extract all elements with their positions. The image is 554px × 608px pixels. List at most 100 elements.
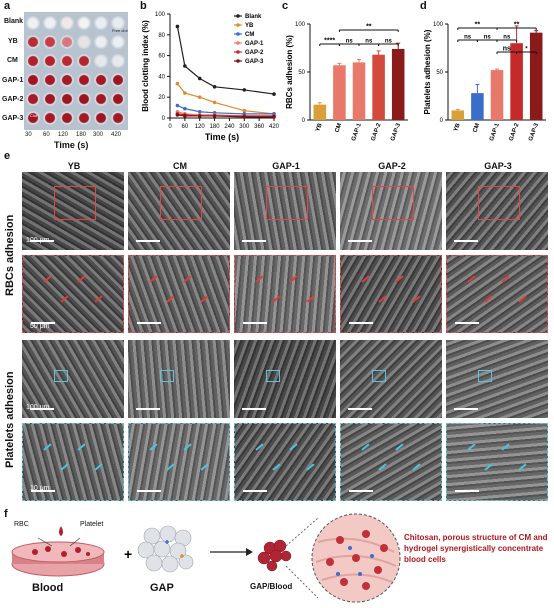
y-tick-label: 50 xyxy=(298,70,305,76)
row-label-gap2: GAP-2 xyxy=(2,96,24,103)
x-tick-label: 420 xyxy=(269,124,280,130)
x-axis-title: Time (s) xyxy=(205,132,239,142)
time-180: 180 xyxy=(76,132,87,138)
marker-arrow-icon xyxy=(149,443,158,451)
well xyxy=(94,111,108,125)
marker-arrow-icon xyxy=(467,275,476,283)
data-point xyxy=(212,100,217,105)
svg-text:+: + xyxy=(124,546,132,562)
well xyxy=(60,92,74,106)
scale-bar xyxy=(454,240,478,242)
zoom-region-box xyxy=(54,370,68,382)
sem-image xyxy=(234,340,336,418)
x-tick-label: 180 xyxy=(210,124,221,130)
bar-gap-1 xyxy=(352,62,366,120)
col-head-yb: YB xyxy=(67,161,81,171)
well xyxy=(77,54,91,68)
legend-label: YB xyxy=(245,23,254,29)
panel-label-a: a xyxy=(4,0,11,12)
sem-image xyxy=(340,340,442,418)
significance-label: * xyxy=(525,47,528,53)
significance-label: ns xyxy=(365,39,373,45)
mechanism-note: Chitosan, porous structure of CM and hyd… xyxy=(404,533,548,564)
bar-gap-3 xyxy=(391,48,405,120)
sem-image xyxy=(128,255,230,333)
marker-arrow-icon xyxy=(395,443,404,451)
data-point xyxy=(183,64,187,68)
well xyxy=(60,16,74,30)
bar-gap-3 xyxy=(529,32,543,120)
well xyxy=(26,73,40,87)
category-label: GAP-3 xyxy=(528,122,540,142)
well xyxy=(94,35,108,49)
row-label-gap1: GAP-1 xyxy=(2,77,24,84)
significance-label: ns xyxy=(503,46,511,53)
significance-label: ns xyxy=(503,35,511,41)
sem-image xyxy=(234,255,336,333)
marker-arrow-icon xyxy=(306,295,315,303)
free-clot-tag: Free clot xyxy=(112,28,128,33)
y-tick-label: 100 xyxy=(295,22,306,28)
significance-label: ** xyxy=(475,22,481,29)
data-point xyxy=(242,115,247,119)
legend-marker xyxy=(236,23,240,27)
panel-label-b: b xyxy=(140,0,147,12)
marker-arrow-icon xyxy=(166,463,175,471)
significance-label: ** xyxy=(366,24,372,31)
category-label: GAP-2 xyxy=(509,122,521,142)
legend-label: CM xyxy=(245,32,254,38)
well xyxy=(77,73,91,87)
data-point xyxy=(272,92,276,96)
data-point xyxy=(175,113,180,117)
marker-arrow-icon xyxy=(43,443,52,451)
x-tick-label: 60 xyxy=(182,124,189,130)
marker-arrow-icon xyxy=(378,295,387,303)
data-point xyxy=(175,81,180,86)
marker-arrow-icon xyxy=(255,443,264,451)
marker-arrow-icon xyxy=(289,443,298,451)
bar-gap-1 xyxy=(490,70,504,120)
scale-bar xyxy=(455,490,479,492)
scale-bar xyxy=(242,408,266,410)
well xyxy=(26,111,40,125)
sem-image xyxy=(128,340,230,418)
well xyxy=(94,92,108,106)
scale-label-plt-high: 10 μm xyxy=(30,485,50,492)
data-point xyxy=(272,115,276,119)
zoom-region-box xyxy=(266,186,308,220)
data-point xyxy=(197,95,202,99)
marker-arrow-icon xyxy=(501,443,510,451)
scale-bar xyxy=(31,490,55,492)
significance-label: **** xyxy=(324,38,335,45)
well xyxy=(60,35,74,49)
well xyxy=(43,73,57,87)
category-label: GAP-1 xyxy=(351,122,363,142)
sem-image xyxy=(234,172,336,250)
marker-arrow-icon xyxy=(306,463,315,471)
scale-bar xyxy=(348,240,372,242)
legend-label: GAP-2 xyxy=(245,50,264,56)
sem-image xyxy=(340,423,442,501)
marker-arrow-icon xyxy=(183,275,192,283)
marker-arrow-icon xyxy=(149,275,158,283)
category-label: GAP-3 xyxy=(390,122,402,142)
scale-bar xyxy=(136,240,160,242)
marker-arrow-icon xyxy=(395,275,404,283)
clot-tag: Clot xyxy=(30,113,38,118)
marker-arrow-icon xyxy=(60,295,69,303)
x-tick-label: 240 xyxy=(224,124,235,130)
category-label: GAP-1 xyxy=(489,122,501,142)
time-300: 300 xyxy=(93,132,104,138)
marker-arrow-icon xyxy=(272,463,281,471)
scale-bar xyxy=(30,408,54,410)
scale-bar xyxy=(137,322,161,324)
legend-marker xyxy=(236,50,240,54)
bar-cm xyxy=(471,93,484,120)
side-label-rbc: RBCs adhesion xyxy=(4,214,16,296)
scale-bar xyxy=(349,490,373,492)
legend-marker xyxy=(236,32,240,36)
well xyxy=(43,92,57,106)
blood-drop-icon xyxy=(59,526,63,536)
clotting-index-line-chart: 0 20 40 60 80 100 0 60 120 180 240 300 360 420 Time (s… xyxy=(141,12,280,142)
